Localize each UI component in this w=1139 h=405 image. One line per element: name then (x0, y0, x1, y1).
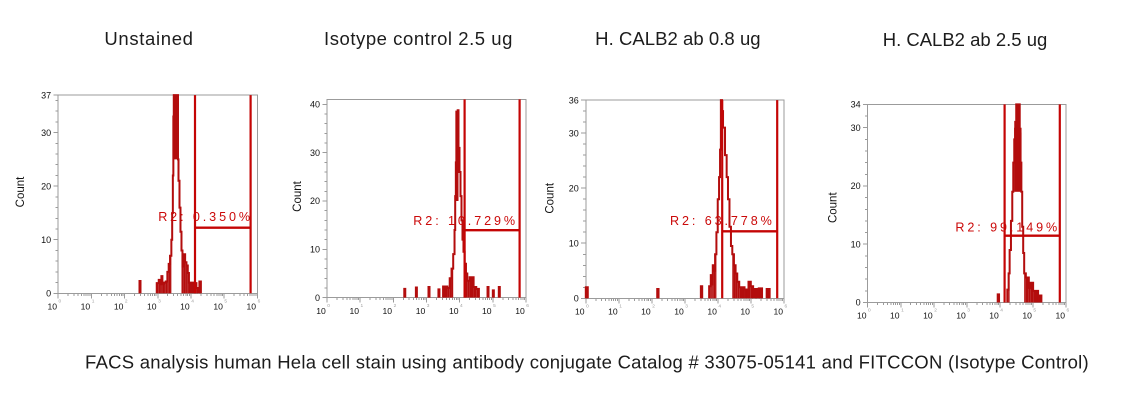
svg-text:5: 5 (1033, 308, 1036, 314)
svg-text:3: 3 (158, 299, 161, 305)
svg-text:0: 0 (868, 308, 871, 314)
svg-text:3: 3 (427, 303, 430, 309)
svg-text:0: 0 (586, 304, 589, 310)
svg-text:10: 10 (47, 302, 57, 312)
svg-text:0: 0 (856, 298, 861, 308)
svg-text:5: 5 (493, 303, 496, 309)
svg-text:1: 1 (92, 299, 95, 305)
svg-text:20: 20 (41, 181, 51, 191)
svg-text:30: 30 (41, 128, 51, 138)
svg-text:10: 10 (316, 306, 326, 316)
svg-text:20: 20 (310, 196, 320, 206)
svg-text:20: 20 (569, 183, 579, 193)
svg-text:H. CALB2 ab 0.8 ug: H. CALB2 ab 0.8 ug (595, 28, 760, 49)
svg-text:4: 4 (191, 299, 194, 305)
svg-text:10: 10 (383, 306, 393, 316)
svg-text:20: 20 (851, 181, 861, 191)
svg-text:3: 3 (685, 304, 688, 310)
svg-text:30: 30 (851, 123, 861, 133)
svg-text:Isotype control 2.5 ug: Isotype control 2.5 ug (324, 28, 513, 49)
svg-text:2: 2 (394, 303, 397, 309)
svg-text:10: 10 (147, 302, 157, 312)
svg-text:1: 1 (361, 303, 364, 309)
svg-text:10: 10 (890, 311, 900, 321)
svg-text:10: 10 (416, 306, 426, 316)
svg-text:5: 5 (224, 299, 227, 305)
svg-text:10: 10 (575, 307, 585, 317)
svg-text:10: 10 (247, 302, 257, 312)
svg-text:6: 6 (785, 304, 788, 310)
svg-text:0: 0 (574, 294, 579, 304)
svg-text:2: 2 (125, 299, 128, 305)
svg-text:0: 0 (315, 293, 320, 303)
svg-text:10: 10 (1022, 311, 1032, 321)
svg-text:0: 0 (327, 303, 330, 309)
svg-text:H. CALB2 ab 2.5 ug: H. CALB2 ab 2.5 ug (883, 29, 1048, 50)
svg-text:40: 40 (310, 100, 320, 110)
svg-text:30: 30 (310, 148, 320, 158)
svg-text:0: 0 (46, 289, 51, 299)
svg-text:6: 6 (258, 299, 261, 305)
svg-text:37: 37 (41, 90, 51, 100)
svg-text:36: 36 (569, 95, 579, 105)
svg-text:10: 10 (349, 306, 359, 316)
svg-text:10: 10 (707, 307, 717, 317)
svg-text:34: 34 (851, 100, 861, 110)
svg-text:10: 10 (569, 238, 579, 248)
svg-text:2: 2 (652, 304, 655, 310)
svg-text:1: 1 (619, 304, 622, 310)
svg-text:1: 1 (901, 308, 904, 314)
svg-text:10: 10 (989, 311, 999, 321)
svg-text:10: 10 (310, 245, 320, 255)
svg-text:4: 4 (1000, 308, 1003, 314)
svg-text:R2: 0.350%: R2: 0.350% (158, 210, 253, 224)
svg-text:Count: Count (15, 176, 27, 207)
svg-text:6: 6 (526, 303, 529, 309)
svg-text:10: 10 (515, 306, 525, 316)
svg-text:6: 6 (1067, 308, 1070, 314)
svg-text:10: 10 (674, 307, 684, 317)
svg-text:10: 10 (923, 311, 933, 321)
svg-text:5: 5 (751, 304, 754, 310)
svg-text:10: 10 (851, 239, 861, 249)
svg-text:10: 10 (608, 307, 618, 317)
svg-text:10: 10 (482, 306, 492, 316)
svg-text:3: 3 (967, 308, 970, 314)
svg-text:4: 4 (718, 304, 721, 310)
svg-text:10: 10 (773, 307, 783, 317)
svg-text:10: 10 (956, 311, 966, 321)
svg-text:Unstained: Unstained (104, 28, 193, 49)
svg-text:10: 10 (180, 302, 190, 312)
svg-text:10: 10 (114, 302, 124, 312)
svg-text:10: 10 (740, 307, 750, 317)
svg-text:10: 10 (81, 302, 91, 312)
svg-text:30: 30 (569, 128, 579, 138)
svg-text:Count: Count (828, 192, 840, 223)
svg-text:R2: 10.729%: R2: 10.729% (413, 214, 518, 228)
svg-text:10: 10 (857, 311, 867, 321)
svg-text:FACS analysis human Hela cell: FACS analysis human Hela cell stain usin… (85, 351, 1089, 372)
svg-text:R2: 63.778%: R2: 63.778% (670, 214, 775, 228)
svg-text:2: 2 (934, 308, 937, 314)
svg-text:10: 10 (41, 235, 51, 245)
svg-text:Count: Count (545, 182, 557, 213)
svg-text:0: 0 (59, 299, 62, 305)
svg-text:10: 10 (213, 302, 223, 312)
svg-text:4: 4 (460, 303, 463, 309)
svg-text:10: 10 (1055, 311, 1065, 321)
svg-text:Count: Count (292, 180, 304, 211)
svg-text:R2: 99.149%: R2: 99.149% (955, 221, 1060, 235)
svg-text:10: 10 (449, 306, 459, 316)
svg-text:10: 10 (641, 307, 651, 317)
